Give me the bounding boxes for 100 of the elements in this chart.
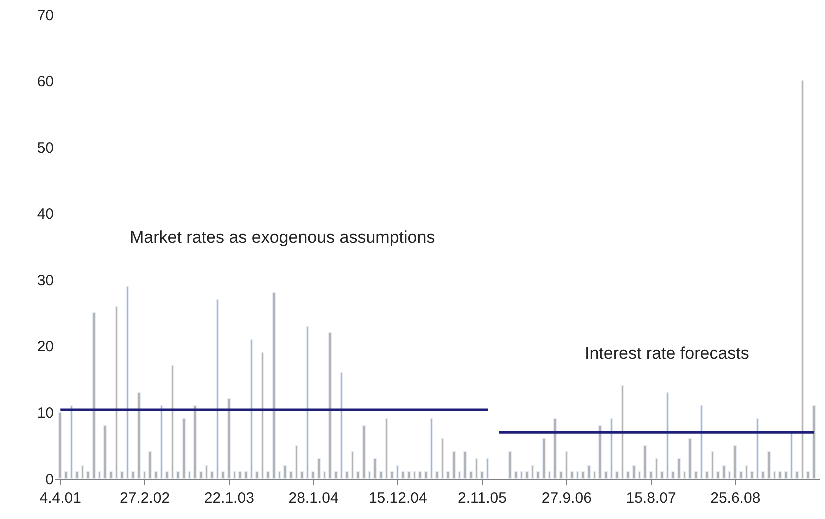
bar bbox=[256, 472, 259, 479]
bar bbox=[132, 472, 135, 479]
x-tick-label: 25.6.08 bbox=[710, 490, 761, 507]
bar bbox=[610, 418, 613, 479]
bar bbox=[374, 458, 377, 479]
bar bbox=[324, 472, 326, 479]
bar bbox=[402, 472, 405, 479]
bar bbox=[442, 438, 444, 479]
bar bbox=[520, 472, 523, 479]
bar bbox=[784, 472, 788, 479]
bar bbox=[604, 472, 608, 479]
bar bbox=[712, 452, 714, 479]
bar bbox=[70, 406, 73, 479]
bar bbox=[436, 472, 439, 479]
bar bbox=[346, 472, 349, 479]
bar bbox=[424, 472, 428, 479]
bar bbox=[104, 426, 107, 479]
bar bbox=[588, 466, 591, 479]
bar bbox=[144, 472, 146, 479]
bar bbox=[638, 472, 641, 479]
bar bbox=[300, 472, 304, 479]
bar bbox=[644, 446, 647, 479]
bar bbox=[688, 438, 692, 479]
bar bbox=[706, 472, 709, 479]
bar bbox=[182, 418, 186, 479]
bar bbox=[98, 472, 101, 479]
x-tick-label: 27.9.06 bbox=[542, 490, 592, 507]
bar bbox=[238, 472, 242, 479]
bar bbox=[386, 418, 388, 479]
x-tick-label: 15.8.07 bbox=[626, 490, 676, 507]
bar bbox=[318, 458, 321, 479]
bar bbox=[734, 446, 737, 479]
x-tick-label: 2.11.05 bbox=[458, 490, 507, 507]
bar bbox=[684, 472, 686, 479]
bar bbox=[774, 472, 776, 479]
bar bbox=[632, 466, 636, 479]
bar bbox=[64, 472, 68, 479]
bar bbox=[328, 332, 332, 479]
bar bbox=[802, 80, 804, 479]
bar bbox=[582, 472, 585, 479]
bar bbox=[470, 472, 473, 479]
bar bbox=[176, 472, 180, 479]
bar bbox=[728, 472, 731, 479]
bar bbox=[334, 472, 338, 479]
x-tick-label: 22.1.03 bbox=[204, 490, 254, 507]
bar bbox=[290, 472, 293, 479]
bar bbox=[768, 452, 771, 479]
bar bbox=[194, 406, 197, 479]
bar bbox=[576, 472, 579, 479]
bar bbox=[368, 472, 371, 479]
bar bbox=[278, 472, 281, 479]
bar bbox=[700, 406, 703, 479]
y-tick-label: 10 bbox=[37, 404, 54, 422]
bar bbox=[756, 418, 759, 479]
bar bbox=[414, 472, 416, 479]
annotation: Market rates as exogenous assumptions bbox=[130, 228, 436, 247]
bar bbox=[548, 472, 551, 479]
bar bbox=[296, 446, 298, 479]
bar bbox=[356, 472, 360, 479]
bar bbox=[812, 406, 816, 479]
bar bbox=[560, 472, 563, 479]
bar bbox=[722, 466, 726, 479]
bar bbox=[120, 472, 124, 479]
bar bbox=[622, 386, 624, 479]
bar bbox=[452, 452, 456, 479]
bar bbox=[508, 452, 512, 479]
bar bbox=[244, 472, 248, 479]
bar bbox=[116, 306, 118, 479]
bar bbox=[228, 398, 231, 479]
bar bbox=[110, 472, 113, 479]
y-tick-label: 70 bbox=[37, 7, 54, 24]
bar bbox=[656, 458, 658, 479]
bar bbox=[716, 472, 720, 479]
x-tick-label: 27.2.02 bbox=[120, 490, 170, 507]
bar bbox=[616, 472, 619, 479]
bar bbox=[272, 292, 276, 479]
bar bbox=[126, 286, 129, 479]
bar bbox=[594, 472, 596, 479]
bar bbox=[750, 472, 754, 479]
y-tick-label: 40 bbox=[37, 206, 54, 224]
bar bbox=[532, 466, 534, 479]
bar bbox=[526, 472, 529, 479]
bar bbox=[82, 466, 84, 479]
bar bbox=[306, 326, 309, 479]
annotation: Interest rate forecasts bbox=[585, 344, 750, 363]
bar bbox=[396, 466, 399, 479]
y-tick-label: 30 bbox=[37, 272, 54, 290]
bar bbox=[188, 472, 191, 479]
bar bbox=[390, 472, 394, 479]
bar bbox=[740, 472, 743, 479]
bar bbox=[138, 392, 141, 479]
bar bbox=[480, 472, 484, 479]
bar bbox=[250, 340, 253, 479]
bar bbox=[408, 472, 411, 479]
bar bbox=[778, 472, 782, 479]
bar bbox=[200, 472, 203, 479]
bar bbox=[806, 472, 810, 479]
bar bbox=[650, 472, 653, 479]
bar bbox=[678, 458, 681, 479]
bar bbox=[210, 472, 214, 479]
